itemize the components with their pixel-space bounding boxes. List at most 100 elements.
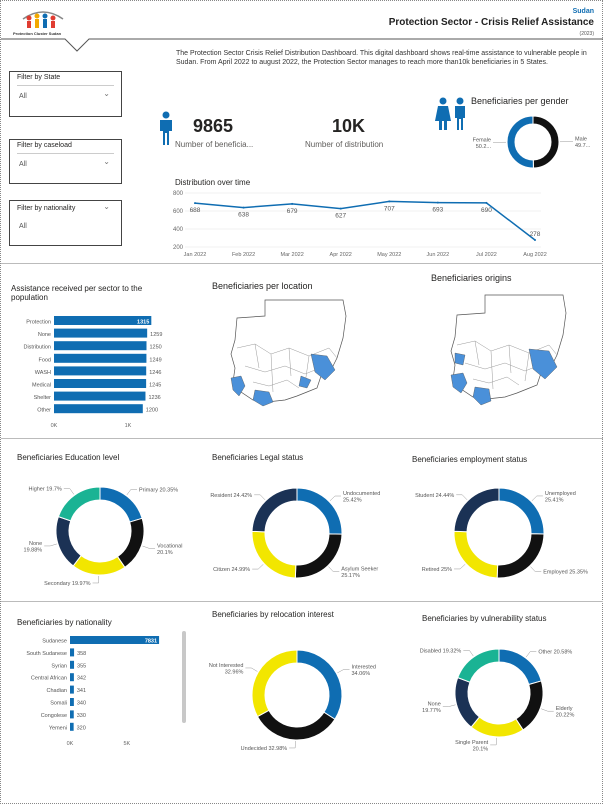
donut-leader-line [329,495,341,502]
bar-category-label: South Sudanese [26,651,67,657]
filter-state[interactable]: Filter by State All ⌄ [9,71,122,117]
filter-caseload-label: Filter by caseload [17,142,72,149]
education-donut-chart: Primary 20.35% Vocational 20.1% Secondary 1… [24,486,182,587]
filter-caseload[interactable]: Filter by caseload All ⌄ [9,139,122,184]
donut-data-label: Other 20.58% [538,649,572,655]
bar [70,648,75,657]
donut-slice [116,517,145,569]
bar-category-label: Yemeni [49,725,67,731]
donut-data-label: Asylum Seeker 25.17% [341,567,378,580]
bar-category-label: None [38,332,51,338]
bar [70,710,74,719]
line-data-label: 679 [287,208,298,215]
bar [54,341,147,351]
origins-map-title: Beneficiaries origins [431,273,512,283]
donut-leader-line [531,495,543,502]
filter-state-value[interactable]: All [19,93,27,100]
donut-slice [57,486,101,522]
donut-data-label: Retired 25% [422,567,452,573]
donut-data-label: Primary 20.35% [139,487,178,493]
bar-data-label: 1200 [146,408,158,414]
legal-donut-chart: Undocumented 25.42% Asylum Seeker 25.17% Cit… [210,487,380,580]
donut-leader-line [490,737,497,746]
employment-chart-title: Beneficiaries employment status [412,455,528,464]
timeline-chart-title: Distribution over time [175,178,251,187]
chevron-down-icon[interactable]: ⌄ [103,89,110,98]
nationality-bar-chart: Sudanese 7831 South Sudanese 358 Syrian 355 Ce… [26,636,160,747]
donut-data-label: Vocational 20.1% [157,543,182,556]
intro-text: The Protection Sector Crisis Relief Dist… [176,50,587,67]
y-tick-label: 800 [173,191,184,197]
line-point [339,207,342,210]
donut-slice [498,487,545,535]
bar-data-label: 342 [77,676,86,682]
x-tick-label: Apr 2022 [330,252,352,258]
filter-nationality-value[interactable]: All [19,223,27,230]
donut-slice [251,649,298,718]
bar [54,404,143,414]
filter-divider [17,153,114,154]
bar-category-label: Shelter [34,395,52,401]
bar [70,698,74,706]
line-data-label: 688 [190,207,201,214]
donut-leader-line [463,650,474,657]
bar-category-label: Protection [26,320,51,326]
x-tick-label: 0K [67,741,74,747]
donut-leader-line [92,575,100,584]
nationality-scrollbar[interactable] [182,631,186,723]
chevron-down-icon[interactable]: ⌄ [103,202,110,211]
gender-donut-chart: Male 49.7... Female 50.2... [473,115,591,169]
bar-category-label: Congolese [41,713,67,719]
bar-category-label: Central African [31,676,67,682]
donut-leader-line [442,704,456,707]
x-tick-label: Aug 2022 [523,252,547,258]
section-divider [1,263,603,264]
bar-category-label: Sudanese [42,639,67,645]
donut-data-label: Secondary 19.97% [44,581,91,587]
couple-icon [435,97,465,130]
donut-data-label: None 19.88% [24,541,43,554]
filter-nationality[interactable]: Filter by nationality ⌄ All [9,200,122,246]
donut-slice [453,487,500,533]
vulnerability-chart-title: Beneficiaries by vulnerability status [422,614,547,623]
donut-leader-line [142,545,156,549]
sudan-origins-map [450,294,567,406]
bar [54,366,147,376]
distribution-line-chart: 200 400 600 800 688 Jan 2022 638 Feb 2022 679 Mar… [173,191,547,258]
donut-data-label: Interested 34.06% [351,665,375,678]
line-point [388,200,391,203]
line-data-label: 278 [530,231,541,238]
donut-data-label: Male 49.7... [575,137,591,150]
beneficiaries-kpi-value: 9865 [193,116,234,136]
line-point [485,201,488,204]
donut-leader-line [525,651,537,658]
filter-caseload-value[interactable]: All [19,161,27,168]
chevron-down-icon[interactable]: ⌄ [103,157,110,166]
line-point [436,201,439,204]
vulnerability-donut-chart: Other 20.58% Elderly 20.22% Single Parent 20… [420,648,575,753]
bar-data-label: 7831 [145,639,157,645]
donut-slice [296,649,343,720]
donut-data-label: Single Parent 20.1% [455,740,488,753]
nationality-chart-title: Beneficiaries by nationality [17,618,112,627]
donut-leader-line [44,543,57,547]
filter-nationality-label: Filter by nationality [17,205,76,212]
bar-category-label: WASH [35,370,51,376]
line-point [291,202,294,205]
line-data-label: 627 [335,213,346,220]
filter-state-label: Filter by State [17,74,61,81]
donut-leader-line [63,488,75,495]
bar-category-label: Syrian [51,663,67,669]
x-tick-label: Jan 2022 [184,252,207,258]
bar [54,328,148,338]
sector-chart-title: Assistance received per sector to the po… [11,284,143,302]
donut-leader-line [541,708,554,712]
x-tick-label: 0K [51,423,58,429]
donut-data-label: Resident 24.42% [210,493,252,499]
x-tick-label: Mar 2022 [281,252,304,258]
x-tick-label: 1K [125,423,132,429]
x-tick-label: Feb 2022 [232,252,255,258]
donut-leader-line [126,489,138,496]
page-title: Protection Sector - Crisis Relief Assist… [388,17,594,28]
